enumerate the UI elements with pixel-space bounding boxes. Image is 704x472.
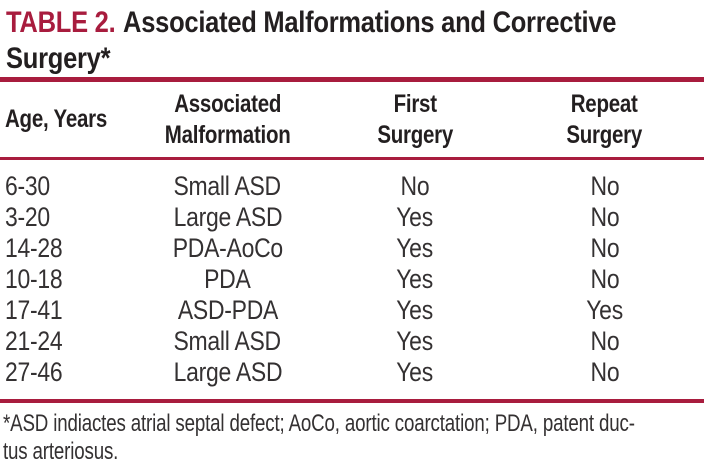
table-row: 21-24 Small ASD Yes No <box>0 326 704 357</box>
footnote-line-2: tus arteriosus. <box>3 438 119 465</box>
table-title-text: TABLE 2. Associated Malformations and Cor… <box>6 5 704 77</box>
cell-age-value: 6-30 <box>5 171 50 201</box>
cell-first_surgery-value: Yes <box>396 233 434 263</box>
cell-repeat_surgery-value: No <box>590 357 619 387</box>
table-row: 6-30 Small ASD No No <box>0 171 704 202</box>
column-header-age: Age, Years <box>0 104 130 135</box>
cell-malformation-value: ASD-PDA <box>177 295 278 325</box>
table-row: 27-46 Large ASD Yes No <box>0 357 704 388</box>
cell-repeat_surgery-value: No <box>590 171 619 201</box>
cell-first_surgery-value: No <box>400 171 430 201</box>
cell-repeat_surgery-value: Yes <box>586 295 623 325</box>
bottom-rule <box>0 399 704 403</box>
cell-age-value: 3-20 <box>5 202 50 232</box>
footnote-line-1: *ASD indiactes atrial septal defect; AoC… <box>3 410 635 437</box>
cell-malformation: Small ASD <box>130 326 325 357</box>
cell-age-value: 14-28 <box>5 233 63 263</box>
table-row: 10-18 PDA Yes No <box>0 264 704 295</box>
cell-first_surgery: Yes <box>325 264 505 295</box>
cell-first_surgery-value: Yes <box>396 202 434 232</box>
cell-first_surgery-value: Yes <box>396 295 434 325</box>
cell-malformation-value: Large ASD <box>173 202 282 232</box>
cell-repeat_surgery-value: No <box>590 202 619 232</box>
table-number-label: TABLE 2. <box>6 6 116 39</box>
table-header-row: Age, Years Associated Malformation First… <box>0 82 704 157</box>
cell-repeat_surgery: No <box>505 357 704 388</box>
table-body: 6-30 Small ASD No No 3-20 Large ASD Yes No 14-28… <box>0 160 704 399</box>
cell-repeat_surgery: No <box>505 326 704 357</box>
cell-first_surgery-value: Yes <box>396 357 434 387</box>
cell-repeat_surgery: No <box>505 233 704 264</box>
cell-first_surgery: No <box>325 171 505 202</box>
cell-repeat_surgery-value: No <box>590 326 619 356</box>
table-footnote: *ASD indiactes atrial septal defect; AoC… <box>0 410 704 466</box>
cell-malformation: Large ASD <box>130 202 325 233</box>
cell-malformation: PDA <box>130 264 325 295</box>
table-row: 14-28 PDA-AoCo Yes No <box>0 233 704 264</box>
cell-repeat_surgery: No <box>505 202 704 233</box>
cell-repeat_surgery: Yes <box>505 295 704 326</box>
cell-first_surgery: Yes <box>325 357 505 388</box>
cell-repeat_surgery-value: No <box>590 264 619 294</box>
cell-malformation-value: Small ASD <box>173 171 282 201</box>
column-header-first-surgery-label: First Surgery <box>377 89 453 149</box>
column-header-repeat-surgery-label: Repeat Surgery <box>566 89 643 149</box>
cell-age: 6-30 <box>0 171 130 202</box>
column-header-repeat-surgery: Repeat Surgery <box>505 89 704 151</box>
cell-age-value: 17-41 <box>5 295 63 325</box>
cell-first_surgery: Yes <box>325 202 505 233</box>
cell-malformation-value: Small ASD <box>173 326 282 356</box>
cell-repeat_surgery-value: No <box>590 233 619 263</box>
cell-malformation: Large ASD <box>130 357 325 388</box>
cell-first_surgery: Yes <box>325 326 505 357</box>
top-rule <box>0 77 704 82</box>
table-row: 3-20 Large ASD Yes No <box>0 202 704 233</box>
cell-age: 14-28 <box>0 233 130 264</box>
column-header-malformation-label: Associated Malformation <box>164 89 291 149</box>
column-header-malformation: Associated Malformation <box>130 89 325 151</box>
cell-age: 3-20 <box>0 202 130 233</box>
cell-age: 10-18 <box>0 264 130 295</box>
cell-malformation-value: PDA <box>204 264 251 294</box>
table-title: TABLE 2. Associated Malformations and Cor… <box>0 0 704 77</box>
column-header-age-label: Age, Years <box>5 105 108 133</box>
cell-first_surgery-value: Yes <box>396 326 434 356</box>
cell-repeat_surgery: No <box>505 264 704 295</box>
footnote-text: *ASD indiactes atrial septal defect; AoC… <box>3 410 704 466</box>
cell-age: 21-24 <box>0 326 130 357</box>
cell-malformation: PDA-AoCo <box>130 233 325 264</box>
cell-age: 17-41 <box>0 295 130 326</box>
cell-first_surgery: Yes <box>325 233 505 264</box>
cell-first_surgery-value: Yes <box>396 264 434 294</box>
header-rule <box>0 157 704 160</box>
cell-malformation: ASD-PDA <box>130 295 325 326</box>
cell-age-value: 10-18 <box>5 264 63 294</box>
cell-age-value: 21-24 <box>5 326 63 356</box>
cell-first_surgery: Yes <box>325 295 505 326</box>
cell-age: 27-46 <box>0 357 130 388</box>
column-header-first-surgery: First Surgery <box>325 89 505 151</box>
table-caption: Associated Malformations and Corrective … <box>6 6 617 75</box>
cell-malformation-value: PDA-AoCo <box>172 233 283 263</box>
cell-malformation-value: Large ASD <box>173 357 282 387</box>
cell-malformation: Small ASD <box>130 171 325 202</box>
cell-age-value: 27-46 <box>5 357 63 387</box>
table-row: 17-41 ASD-PDA Yes Yes <box>0 295 704 326</box>
cell-repeat_surgery: No <box>505 171 704 202</box>
